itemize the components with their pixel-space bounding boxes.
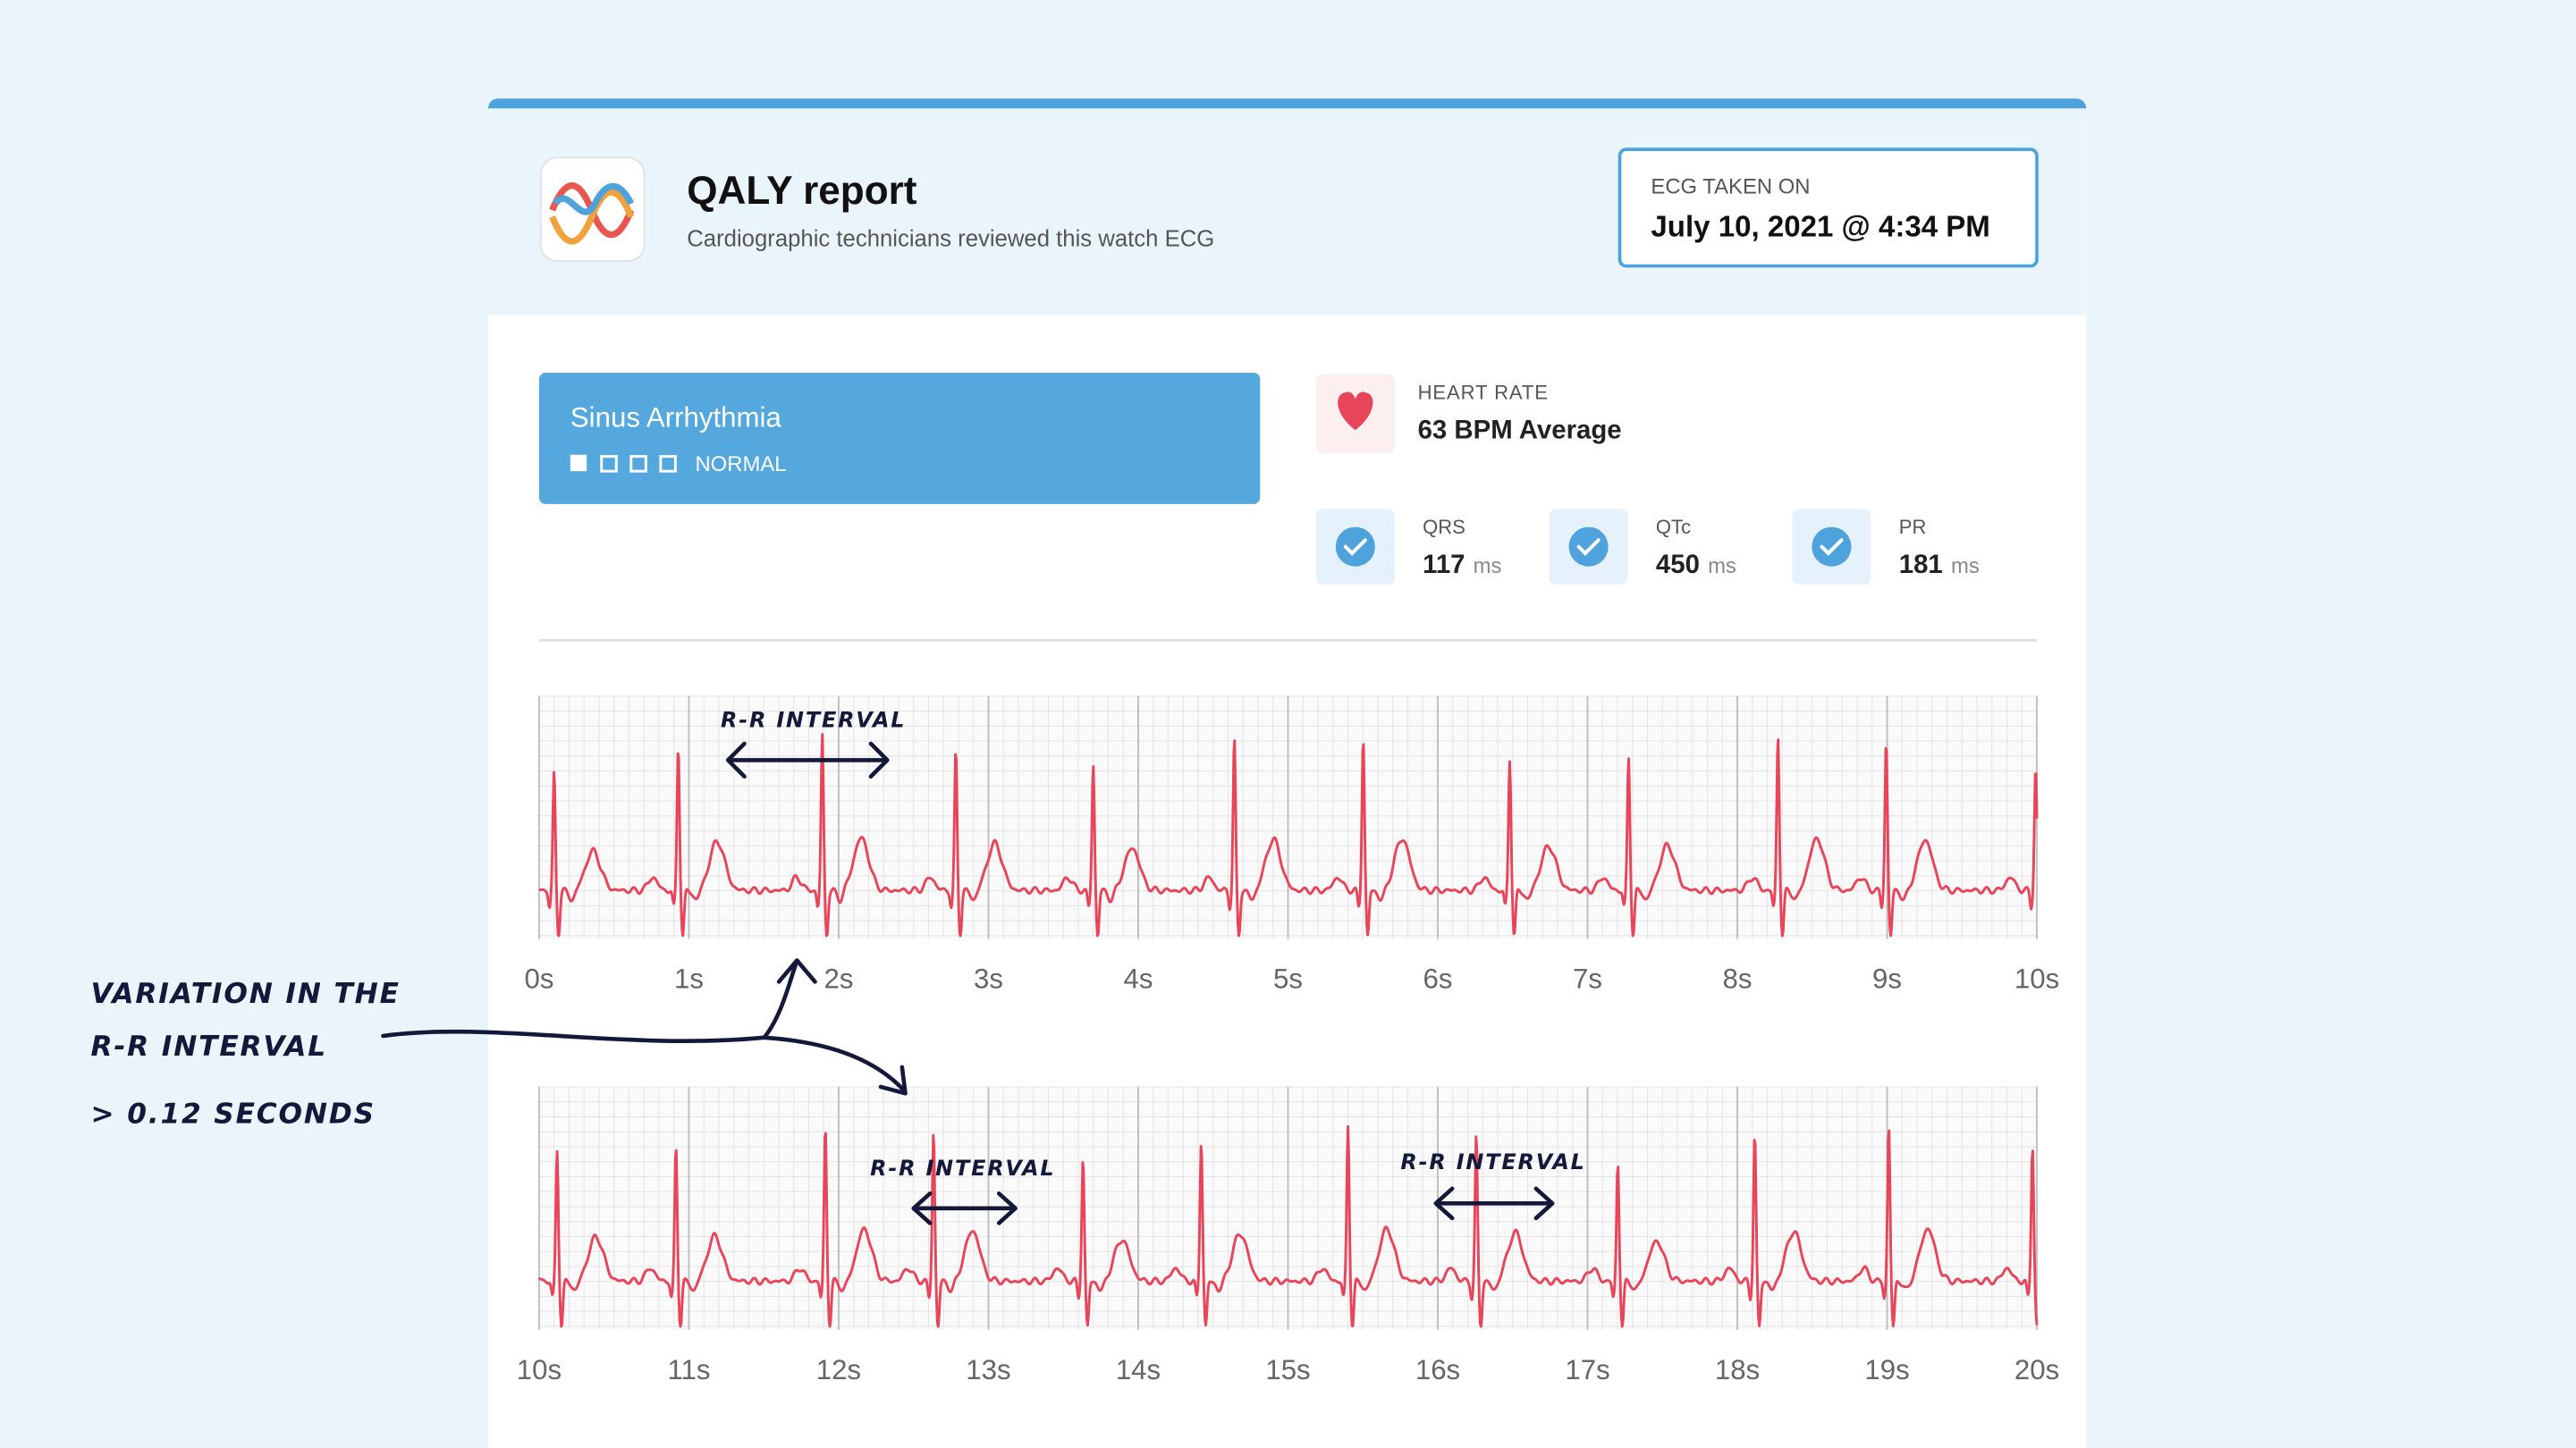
diagnosis-box	[538, 372, 1261, 504]
rr-label: R-R INTERVAL	[870, 1156, 1055, 1181]
time-label: 19s	[1864, 1354, 1909, 1385]
metric-unit: ms	[1951, 554, 1980, 578]
logo-wave	[553, 182, 635, 215]
diagnosis-name: Sinus Arrhythmia	[570, 402, 782, 434]
time-label: 7s	[1573, 964, 1602, 995]
time-label: 1s	[674, 964, 704, 995]
time-label: 9s	[1872, 964, 1902, 995]
date-box	[1617, 147, 2039, 268]
metric-value: 181	[1899, 550, 1943, 579]
level-square	[659, 455, 677, 473]
check-mark	[1343, 538, 1367, 556]
metric-value: 117	[1423, 550, 1465, 579]
rr-arrow	[911, 1191, 1018, 1225]
report-title: QALY report	[687, 169, 917, 213]
heart-rate-label: HEART RATE	[1418, 381, 1549, 403]
rr-label: R-R INTERVAL	[721, 708, 906, 733]
time-label: 12s	[816, 1354, 861, 1385]
date-value: July 10, 2021 @ 4:34 PM	[1651, 210, 1989, 243]
metrics: QRS 117 ms QTc 450 ms PR 181 ms	[1315, 509, 1980, 585]
metric-unit: ms	[1474, 554, 1502, 578]
time-label: 17s	[1565, 1354, 1609, 1385]
ecg-trace	[537, 1124, 2039, 1328]
time-label: 18s	[1715, 1354, 1760, 1385]
metric-value: 450	[1656, 550, 1700, 579]
time-label: 6s	[1423, 964, 1453, 995]
note-line: VARIATION IN THE	[91, 978, 401, 1010]
time-label: 2s	[823, 964, 853, 995]
report-subtitle: Cardiographic technicians reviewed this …	[687, 227, 1214, 252]
time-label: 10s	[517, 1354, 562, 1385]
metric-label: QRS	[1423, 516, 1465, 538]
time-label: 4s	[1123, 964, 1153, 995]
level-square	[600, 455, 618, 473]
note-line: R-R INTERVAL	[91, 1031, 327, 1063]
heart-rate-value: 63 BPM Average	[1418, 415, 1622, 444]
ecg-trace	[538, 733, 2039, 938]
time-label: 5s	[1273, 964, 1303, 995]
ecg-strips: 0s 1s 2s 3s 4s 5s 6s 7s 8s 9s 10s 10s 11s 12s 13s 14s 15…	[517, 695, 2059, 1385]
metric-unit: ms	[1708, 554, 1736, 578]
metric-label: PR	[1899, 516, 1927, 538]
time-label: 16s	[1415, 1354, 1460, 1385]
diagnosis-level: NORMAL	[695, 452, 786, 476]
annotations	[381, 741, 1555, 1225]
level-square	[629, 455, 647, 473]
time-label: 10s	[2014, 964, 2059, 995]
check-icon	[1335, 526, 1375, 567]
time-label: 0s	[524, 964, 553, 995]
check-mark	[1820, 538, 1844, 556]
time-label: 15s	[1265, 1354, 1310, 1385]
rr-label: R-R INTERVAL	[1400, 1149, 1585, 1174]
heart-icon	[1338, 391, 1373, 431]
metric-label: QTc	[1656, 516, 1691, 538]
check-icon	[1812, 526, 1852, 567]
rr-arrow	[1433, 1186, 1555, 1221]
time-label: 14s	[1116, 1354, 1161, 1385]
time-label: 11s	[667, 1354, 710, 1385]
check-mark	[1576, 538, 1600, 556]
note-line: > 0.12 SECONDS	[91, 1098, 376, 1130]
time-label: 3s	[974, 964, 1003, 995]
level-square	[570, 454, 587, 472]
rr-arrow	[725, 741, 890, 779]
time-label: 8s	[1723, 964, 1753, 995]
logo-wave	[549, 189, 635, 245]
check-icon	[1568, 526, 1609, 567]
time-label: 13s	[966, 1354, 1010, 1385]
note-arrow	[381, 958, 908, 1096]
time-label: 20s	[2014, 1354, 2059, 1385]
date-label: ECG TAKEN ON	[1651, 175, 1810, 199]
